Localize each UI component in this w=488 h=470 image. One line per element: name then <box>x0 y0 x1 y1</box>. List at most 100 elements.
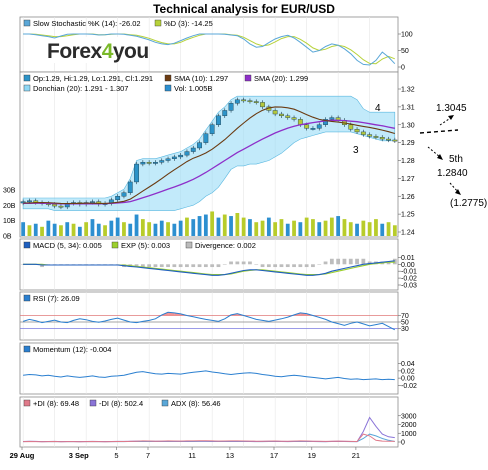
price-legend-swatch <box>23 74 31 82</box>
volume-bar <box>52 223 57 236</box>
macd-divergence-bar <box>147 264 152 268</box>
macd-legend-entry: MACD (5, 34): 0.005 <box>33 241 102 250</box>
candle-body <box>304 124 310 129</box>
momentum-ytick-label: 0.02 <box>401 368 415 375</box>
plus-di-line <box>23 433 395 443</box>
volume-bar <box>304 217 309 236</box>
macd-divergence-bar <box>248 261 252 265</box>
candle-body <box>121 192 127 197</box>
macd-divergence-bar <box>392 258 397 265</box>
momentum-ytick-label: 0.00 <box>401 376 415 383</box>
stochastic-ytick-label: 100 <box>401 32 413 39</box>
macd-divergence-bar <box>329 258 334 265</box>
macd-line <box>23 260 395 276</box>
adx-ytick-label: 2000 <box>401 422 417 429</box>
price-ytick-label: 1.30 <box>401 122 415 129</box>
price-legend-swatch <box>244 74 252 82</box>
macd-divergence-bar <box>298 264 303 268</box>
candle-body <box>316 124 322 129</box>
macd-ytick-label: -0.03 <box>401 283 417 290</box>
volume-ytick-label: 30B <box>3 188 16 195</box>
macd-divergence-bar <box>336 258 341 265</box>
volume-bar <box>153 223 158 236</box>
volume-bar <box>260 220 265 236</box>
stochastic-ytick-label: 50 <box>401 48 409 55</box>
macd-divergence-bar <box>185 264 189 268</box>
wave-5-label: 5th <box>449 154 463 165</box>
macd-divergence-bar <box>159 264 164 268</box>
candle-body <box>234 99 240 104</box>
volume-bar <box>386 222 391 236</box>
candle-body <box>360 131 366 135</box>
volume-bar <box>348 222 353 236</box>
volume-bar <box>122 222 126 236</box>
volume-bar <box>134 214 139 236</box>
candle-body <box>222 110 228 117</box>
candle-body <box>329 117 335 120</box>
candle-body <box>241 99 247 102</box>
momentum-ytick-label: 0.04 <box>401 361 415 368</box>
stochastic-ytick-label: 0 <box>401 65 405 72</box>
adx-legend-swatch <box>89 399 97 407</box>
macd-divergence-bar <box>241 261 246 265</box>
rsi-line <box>22 311 396 331</box>
macd-divergence-bar <box>235 261 240 265</box>
macd-divergence-bar <box>292 264 296 268</box>
macd-divergence-bar <box>197 264 202 268</box>
volume-ytick-label: 0B <box>3 234 12 241</box>
candle-body <box>178 154 184 158</box>
price-ytick-label: 1.25 <box>401 212 415 219</box>
adx-legend-entry: -DI (8): 502.4 <box>99 399 143 408</box>
price-ytick-label: 1.26 <box>401 194 415 201</box>
volume-bar <box>342 219 347 236</box>
macd-divergence-bar <box>304 264 309 268</box>
volume-bar <box>90 219 95 236</box>
xtick-label: 21 <box>352 451 360 460</box>
volume-bar <box>203 214 208 236</box>
rsi-legend-entry: RSI (7): 26.09 <box>33 294 80 303</box>
candle-body <box>146 162 152 164</box>
macd-divergence-bar <box>254 264 259 265</box>
target-1-label: 1.3045 <box>436 103 467 114</box>
volume-bar <box>229 216 233 236</box>
candle-body <box>373 136 379 138</box>
adx-legend-entry: +DI (8): 69.48 <box>33 399 79 408</box>
macd-divergence-bar <box>260 264 265 268</box>
price-legend-entry: SMA (20): 1.299 <box>254 74 308 83</box>
macd-divergence-bar <box>134 264 139 268</box>
candle-body <box>379 137 385 140</box>
candle-body <box>90 201 95 204</box>
momentum-legend-swatch <box>23 345 31 353</box>
rsi-ytick-label: 70 <box>401 313 409 320</box>
macd-legend-entry: EXP (5): 0.003 <box>121 241 170 250</box>
volume-bar <box>273 222 278 236</box>
candle-body <box>190 147 196 152</box>
volume-bar <box>323 220 328 236</box>
adx-ytick-label: 0 <box>401 440 405 447</box>
volume-bar <box>317 222 322 236</box>
rsi-ytick-label: 30 <box>401 326 409 333</box>
candle-body <box>203 133 209 143</box>
volume-bar <box>311 219 315 236</box>
svg-text:Forex4you: Forex4you <box>47 40 149 63</box>
price-ytick-label: 1.32 <box>401 87 415 94</box>
volume-bar <box>254 222 259 236</box>
stochastic-legend-swatch <box>23 19 31 27</box>
price-ytick-label: 1.27 <box>401 176 415 183</box>
price-ytick-label: 1.28 <box>401 158 415 165</box>
down-arrow-1-head <box>437 154 443 160</box>
macd-divergence-bar <box>166 264 170 268</box>
macd-divergence-bar <box>361 258 366 265</box>
momentum-ytick-label: -0.02 <box>401 383 417 390</box>
volume-bar <box>140 219 145 236</box>
volume-bar <box>216 217 221 236</box>
candle-body <box>209 124 215 134</box>
price-legend-swatch <box>164 74 172 82</box>
volume-bar <box>159 220 164 236</box>
macd-divergence-bar <box>279 264 284 268</box>
up-arrow-head <box>448 115 454 120</box>
volume-bar <box>178 220 183 236</box>
candle-body <box>127 181 133 193</box>
macd-divergence-bar <box>222 264 227 265</box>
